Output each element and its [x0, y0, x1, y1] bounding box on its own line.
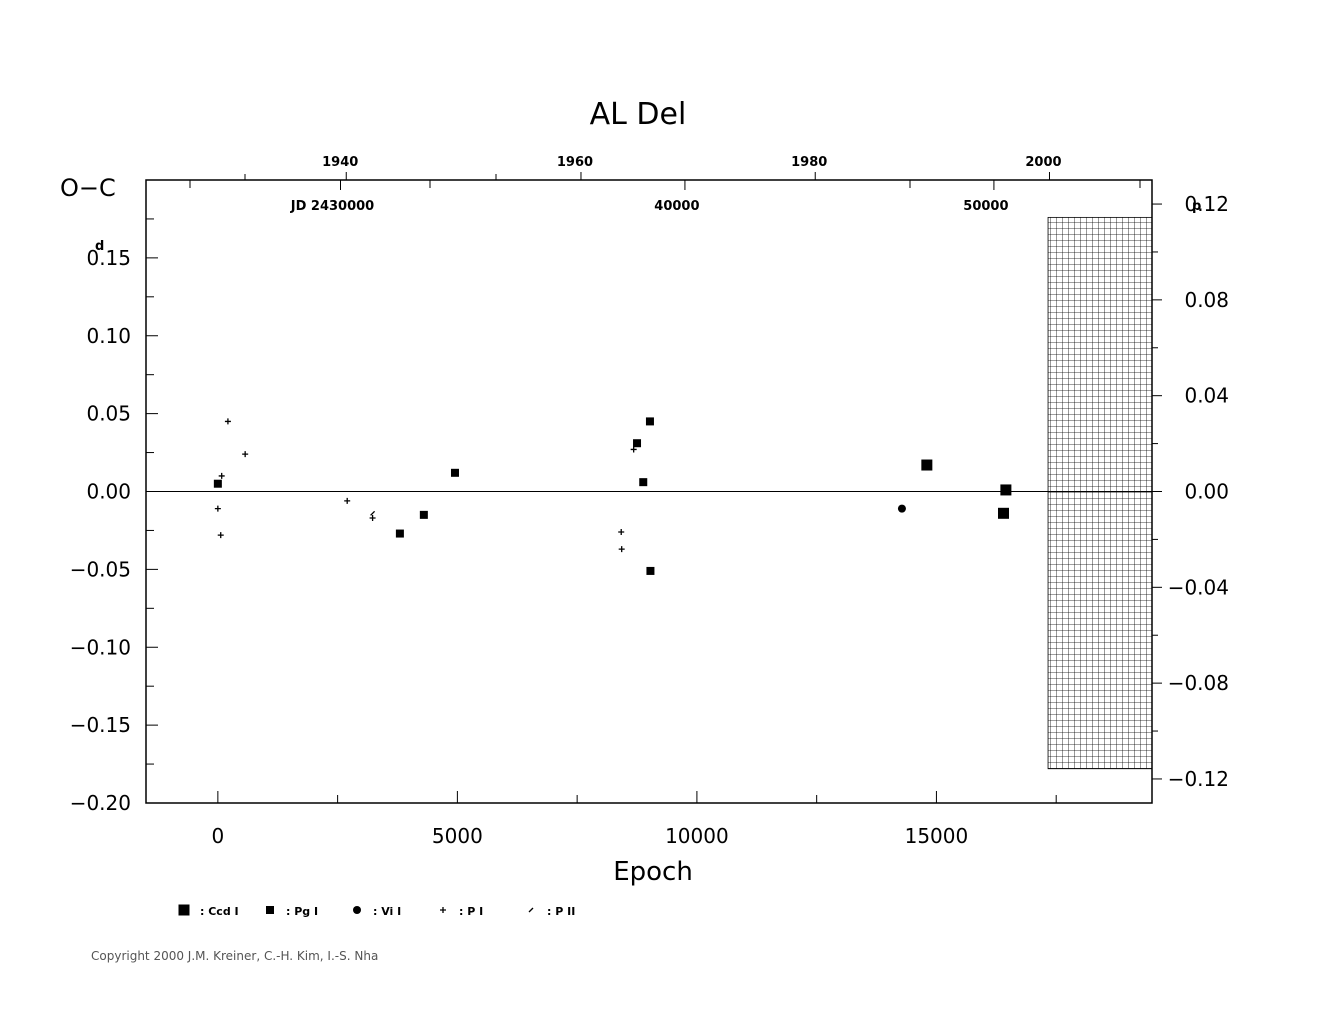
bottom-tick-label: 10000: [665, 824, 729, 848]
data-point: [1000, 484, 1012, 496]
data-point: [997, 507, 1009, 519]
chart-title: AL Del: [590, 97, 687, 132]
data-point: [419, 510, 428, 519]
hatched-region-rect: [1047, 216, 1153, 770]
top-jd-label: 40000: [654, 199, 699, 214]
left-tick-label: 0.10: [86, 324, 131, 348]
data-point: [218, 472, 225, 479]
data-point: [242, 451, 249, 458]
legend-label: : Pg I: [286, 905, 318, 918]
legend-marker: [353, 906, 361, 914]
top-year-label: 1980: [791, 155, 827, 170]
top-axis: 1940 1960 1980 2000 JD 2430000 40000 50000: [189, 155, 1141, 214]
data-point: [618, 546, 625, 553]
data-point: [224, 418, 231, 425]
legend-marker: [266, 906, 274, 914]
legend-label: : Vi I: [373, 905, 401, 918]
data-point: [630, 446, 637, 453]
legend-marker: [528, 907, 534, 913]
top-jd-label: JD 2430000: [290, 199, 374, 214]
top-year-label: 1960: [557, 155, 593, 170]
left-tick-label: 0.15: [86, 246, 131, 270]
top-year-label: 1940: [322, 155, 358, 170]
data-point: [645, 417, 654, 426]
data-point: [646, 566, 655, 575]
data-point: [214, 505, 221, 512]
bottom-tick-label: 0: [211, 824, 224, 848]
left-tick-label: −0.20: [70, 791, 131, 815]
data-point: [618, 528, 625, 535]
data-point: [369, 514, 376, 521]
data-point: [450, 468, 459, 477]
right-tick-label: −0.08: [1168, 671, 1229, 695]
data-point: [395, 529, 404, 538]
x-axis-label: Epoch: [613, 857, 693, 887]
y-axis-label: O−C: [60, 174, 116, 202]
data-point: [217, 532, 224, 539]
legend-label: : Ccd I: [200, 905, 239, 918]
right-tick-label: 0.08: [1184, 288, 1229, 312]
hatched-region: [1047, 216, 1153, 770]
right-unit-superscript: p: [1192, 199, 1201, 214]
data-point: [370, 510, 376, 516]
right-tick-label: 0.04: [1184, 384, 1229, 408]
y-unit-superscript: d: [95, 239, 104, 254]
legend-label: : P I: [459, 905, 483, 918]
data-point: [897, 504, 906, 513]
legend-label: : P II: [547, 905, 575, 918]
legend: : Ccd I : Pg I : Vi I : P I : P II: [178, 904, 575, 918]
data-point: [639, 478, 648, 487]
left-tick-label: 0.05: [86, 402, 131, 426]
legend-marker: [178, 904, 190, 916]
data-point: [633, 439, 642, 448]
data-points: [213, 417, 1012, 575]
left-axis: 0.15 0.10 0.05 0.00 −0.05 −0.10 −0.15 −0.20: [70, 179, 158, 815]
top-year-label: 2000: [1025, 155, 1061, 170]
right-tick-label: 0.12: [1184, 192, 1229, 216]
right-axis: 0.12 0.08 0.04 0.00 −0.04 −0.08 −0.12: [1152, 192, 1229, 791]
right-tick-label: −0.12: [1168, 767, 1229, 791]
legend-marker: [440, 907, 446, 913]
data-point: [213, 479, 222, 488]
data-point: [344, 497, 351, 504]
copyright-text: Copyright 2000 J.M. Kreiner, C.-H. Kim, …: [91, 949, 379, 963]
data-point: [921, 459, 933, 471]
right-tick-label: 0.00: [1184, 480, 1229, 504]
bottom-tick-label: 15000: [905, 824, 969, 848]
bottom-tick-label: 5000: [432, 824, 483, 848]
top-jd-label: 50000: [963, 199, 1008, 214]
left-tick-label: 0.00: [86, 480, 131, 504]
right-tick-label: −0.04: [1168, 575, 1229, 599]
left-tick-label: −0.10: [70, 635, 131, 659]
left-tick-label: −0.15: [70, 713, 131, 737]
left-tick-label: −0.05: [70, 557, 131, 581]
bottom-axis: 0 5000 10000 15000: [211, 791, 1057, 848]
